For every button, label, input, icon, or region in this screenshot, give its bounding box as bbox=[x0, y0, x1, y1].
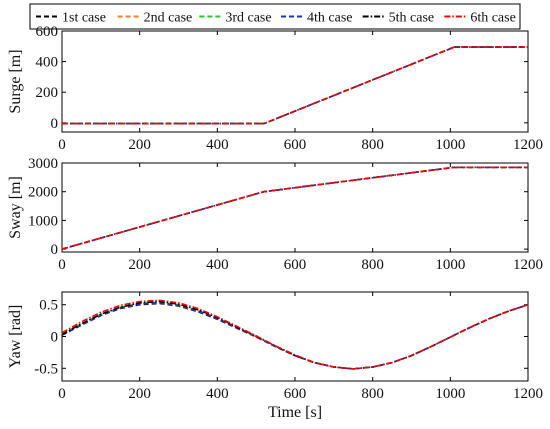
y-tick-label-surge: 400 bbox=[36, 55, 59, 71]
series-line-yaw-6 bbox=[61, 299, 529, 370]
x-tick-label-surge: 1200 bbox=[513, 137, 543, 153]
y-tick-label-sway: 1000 bbox=[28, 213, 58, 229]
y-axis-label-surge: Surge [m] bbox=[7, 49, 24, 113]
y-tick-label-yaw: 0 bbox=[51, 330, 59, 346]
x-tick-label-sway: 800 bbox=[361, 257, 384, 273]
y-tick-label-sway: 2000 bbox=[28, 185, 58, 201]
x-tick-label-surge: 400 bbox=[206, 137, 229, 153]
x-tick-label-sway: 200 bbox=[128, 257, 151, 273]
y-tick-label-surge: 0 bbox=[51, 116, 59, 132]
x-tick-label-sway: 1200 bbox=[513, 257, 543, 273]
x-tick-label-surge: 200 bbox=[128, 137, 151, 153]
legend: 1st case 2nd case 3rd case 4th case 5th case… bbox=[29, 3, 521, 30]
legend-label-5th-case: 5th case bbox=[389, 11, 434, 26]
x-tick-label-surge: 0 bbox=[58, 137, 66, 153]
x-tick-label-yaw: 1200 bbox=[513, 386, 543, 402]
axes-box-surge bbox=[61, 30, 529, 133]
x-tick-label-yaw: 200 bbox=[128, 386, 151, 402]
axes-box-sway bbox=[61, 162, 529, 253]
subplot-surge: 0 200 400 600 800 1000 1200 0 200 400 600 Surge [m] bbox=[7, 24, 543, 153]
legend-box bbox=[29, 3, 521, 30]
series-line-surge-6 bbox=[62, 46, 528, 125]
y-axis-label-sway: Sway [m] bbox=[7, 176, 24, 239]
y-tick-label-yaw: -0.5 bbox=[34, 361, 58, 377]
y-tick-label-sway: 3000 bbox=[28, 156, 58, 172]
x-axis-label: Time [s] bbox=[268, 404, 322, 421]
y-tick-label-yaw: 0.5 bbox=[39, 298, 58, 314]
x-tick-label-sway: 0 bbox=[58, 257, 66, 273]
legend-label-2nd-case: 2nd case bbox=[144, 11, 193, 26]
y-tick-label-surge: 600 bbox=[36, 24, 59, 40]
x-tick-label-surge: 600 bbox=[284, 137, 307, 153]
legend-label-6th-case: 6th case bbox=[470, 11, 515, 26]
legend-label-4th-case: 4th case bbox=[307, 11, 352, 26]
y-axis-label-yaw: Yaw [rad] bbox=[7, 305, 24, 369]
x-tick-label-yaw: 600 bbox=[284, 386, 307, 402]
x-tick-label-sway: 1000 bbox=[435, 257, 465, 273]
x-tick-label-yaw: 400 bbox=[206, 386, 229, 402]
x-tick-label-sway: 600 bbox=[284, 257, 307, 273]
y-tick-label-sway: 0 bbox=[51, 242, 59, 258]
x-tick-label-yaw: 1000 bbox=[435, 386, 465, 402]
x-tick-label-surge: 1000 bbox=[435, 137, 465, 153]
x-tick-label-yaw: 800 bbox=[361, 386, 384, 402]
legend-label-1st-case: 1st case bbox=[62, 11, 106, 26]
series-line-sway-6 bbox=[61, 166, 528, 250]
series-line-yaw-4 bbox=[61, 301, 529, 370]
legend-label-3rd-case: 3rd case bbox=[225, 11, 271, 26]
x-tick-label-sway: 400 bbox=[206, 257, 229, 273]
x-tick-label-yaw: 0 bbox=[58, 386, 66, 402]
x-tick-label-surge: 800 bbox=[361, 137, 384, 153]
y-tick-label-surge: 200 bbox=[36, 85, 59, 101]
